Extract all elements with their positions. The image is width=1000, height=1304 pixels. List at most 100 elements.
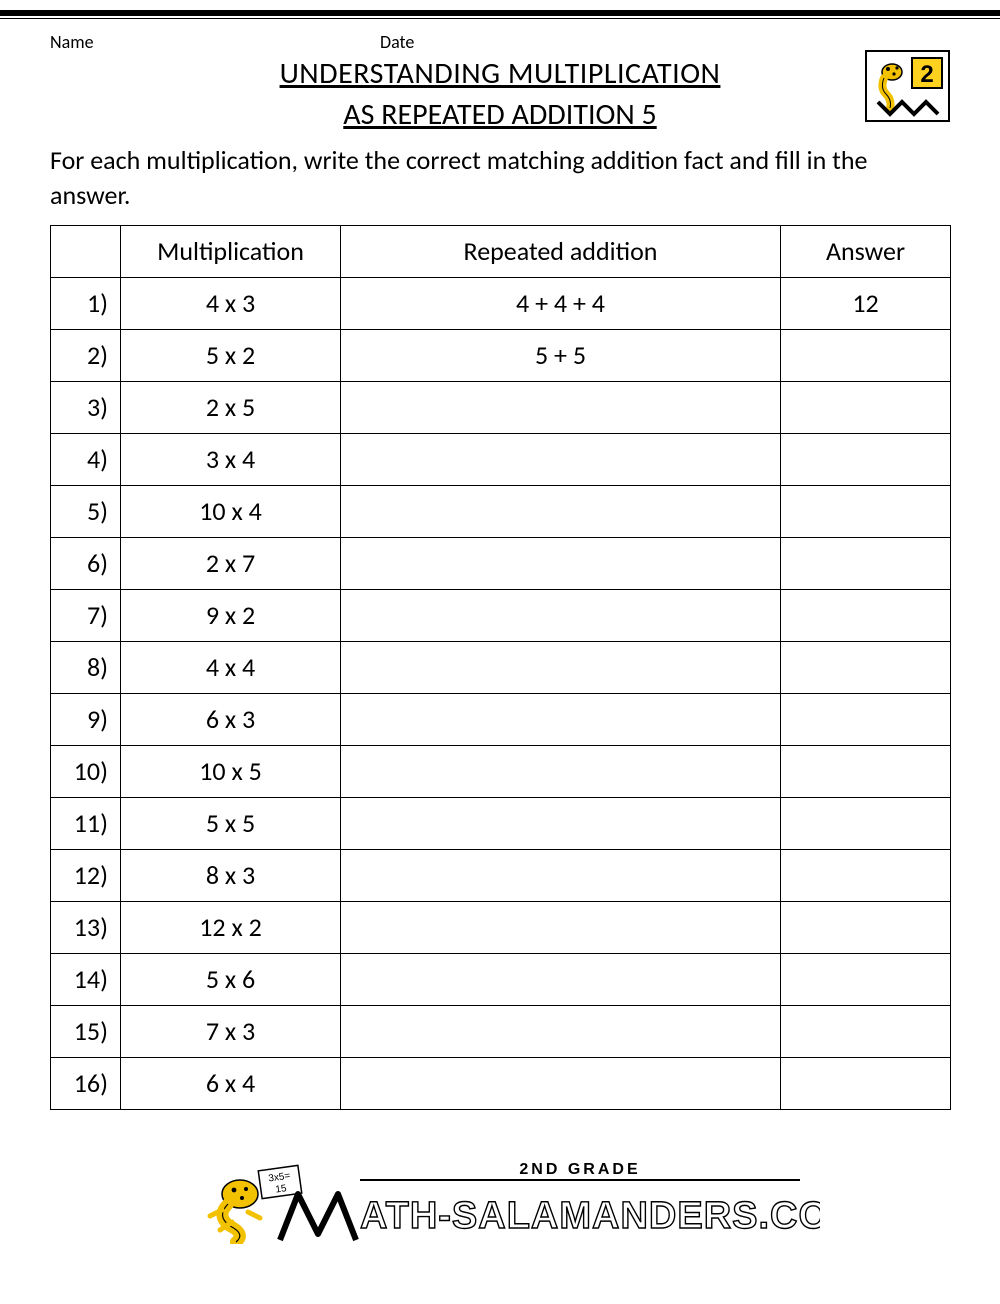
row-number: 15) bbox=[51, 1006, 121, 1058]
answer-cell[interactable] bbox=[781, 798, 951, 850]
footer-site-text: ATH-SALAMANDERS.COM bbox=[360, 1195, 820, 1237]
table-row: 1)4 x 34 + 4 + 412 bbox=[51, 278, 951, 330]
table-row: 11)5 x 5 bbox=[51, 798, 951, 850]
date-label: Date bbox=[380, 31, 414, 53]
col-header-repeated-addition: Repeated addition bbox=[341, 226, 781, 278]
row-number: 7) bbox=[51, 590, 121, 642]
table-row: 14)5 x 6 bbox=[51, 954, 951, 1006]
footer-logo: 2ND GRADE 3x5= 15 ATH-SALAMANDERS.COM bbox=[0, 1154, 1000, 1244]
multiplication-cell: 5 x 5 bbox=[121, 798, 341, 850]
col-header-multiplication: Multiplication bbox=[121, 226, 341, 278]
table-row: 7)9 x 2 bbox=[51, 590, 951, 642]
header-row: Name Date bbox=[0, 27, 1000, 53]
multiplication-cell: 6 x 3 bbox=[121, 694, 341, 746]
row-number: 6) bbox=[51, 538, 121, 590]
multiplication-cell: 5 x 2 bbox=[121, 330, 341, 382]
repeated-addition-cell[interactable] bbox=[341, 1006, 781, 1058]
answer-cell[interactable] bbox=[781, 902, 951, 954]
table-row: 12)8 x 3 bbox=[51, 850, 951, 902]
row-number: 5) bbox=[51, 486, 121, 538]
answer-cell[interactable] bbox=[781, 746, 951, 798]
repeated-addition-cell[interactable] bbox=[341, 538, 781, 590]
grade-badge: 2 bbox=[865, 50, 950, 122]
multiplication-cell: 10 x 4 bbox=[121, 486, 341, 538]
table-row: 8)4 x 4 bbox=[51, 642, 951, 694]
repeated-addition-cell[interactable] bbox=[341, 746, 781, 798]
answer-cell[interactable] bbox=[781, 642, 951, 694]
svg-text:2: 2 bbox=[920, 61, 933, 88]
multiplication-cell: 4 x 4 bbox=[121, 642, 341, 694]
row-number: 9) bbox=[51, 694, 121, 746]
table-body: 1)4 x 34 + 4 + 4122)5 x 25 + 53)2 x 54)3… bbox=[51, 278, 951, 1110]
row-number: 13) bbox=[51, 902, 121, 954]
row-number: 11) bbox=[51, 798, 121, 850]
svg-text:15: 15 bbox=[275, 1183, 288, 1196]
answer-cell[interactable] bbox=[781, 954, 951, 1006]
repeated-addition-cell[interactable] bbox=[341, 954, 781, 1006]
answer-cell[interactable] bbox=[781, 1006, 951, 1058]
row-number: 10) bbox=[51, 746, 121, 798]
repeated-addition-cell[interactable] bbox=[341, 642, 781, 694]
multiplication-cell: 7 x 3 bbox=[121, 1006, 341, 1058]
row-number: 16) bbox=[51, 1058, 121, 1110]
instructions-text: For each multiplication, write the corre… bbox=[0, 133, 1000, 221]
repeated-addition-cell[interactable] bbox=[341, 486, 781, 538]
table-row: 2)5 x 25 + 5 bbox=[51, 330, 951, 382]
top-rule-thin bbox=[0, 18, 1000, 19]
row-number: 14) bbox=[51, 954, 121, 1006]
table-row: 16)6 x 4 bbox=[51, 1058, 951, 1110]
repeated-addition-cell[interactable] bbox=[341, 694, 781, 746]
answer-cell[interactable]: 12 bbox=[781, 278, 951, 330]
repeated-addition-cell[interactable] bbox=[341, 382, 781, 434]
row-number: 1) bbox=[51, 278, 121, 330]
row-number: 3) bbox=[51, 382, 121, 434]
repeated-addition-cell[interactable] bbox=[341, 850, 781, 902]
footer-grade-text: 2ND GRADE bbox=[519, 1161, 640, 1178]
row-number: 2) bbox=[51, 330, 121, 382]
table-row: 4)3 x 4 bbox=[51, 434, 951, 486]
multiplication-cell: 10 x 5 bbox=[121, 746, 341, 798]
col-header-number bbox=[51, 226, 121, 278]
multiplication-cell: 12 x 2 bbox=[121, 902, 341, 954]
repeated-addition-cell[interactable] bbox=[341, 1058, 781, 1110]
col-header-answer: Answer bbox=[781, 226, 951, 278]
answer-cell[interactable] bbox=[781, 330, 951, 382]
multiplication-cell: 8 x 3 bbox=[121, 850, 341, 902]
answer-cell[interactable] bbox=[781, 590, 951, 642]
multiplication-cell: 5 x 6 bbox=[121, 954, 341, 1006]
answer-cell[interactable] bbox=[781, 486, 951, 538]
multiplication-cell: 6 x 4 bbox=[121, 1058, 341, 1110]
table-row: 5)10 x 4 bbox=[51, 486, 951, 538]
repeated-addition-cell[interactable]: 4 + 4 + 4 bbox=[341, 278, 781, 330]
multiplication-cell: 2 x 7 bbox=[121, 538, 341, 590]
title-line-2: AS REPEATED ADDITION 5 bbox=[0, 96, 1000, 133]
multiplication-cell: 3 x 4 bbox=[121, 434, 341, 486]
math-salamanders-logo-icon: 2ND GRADE 3x5= 15 ATH-SALAMANDERS.COM bbox=[180, 1154, 820, 1244]
repeated-addition-cell[interactable] bbox=[341, 434, 781, 486]
multiplication-cell: 2 x 5 bbox=[121, 382, 341, 434]
answer-cell[interactable] bbox=[781, 694, 951, 746]
table-row: 3)2 x 5 bbox=[51, 382, 951, 434]
table-row: 10)10 x 5 bbox=[51, 746, 951, 798]
repeated-addition-cell[interactable] bbox=[341, 590, 781, 642]
answer-cell[interactable] bbox=[781, 538, 951, 590]
table-header-row: Multiplication Repeated addition Answer bbox=[51, 226, 951, 278]
multiplication-cell: 4 x 3 bbox=[121, 278, 341, 330]
table-row: 15)7 x 3 bbox=[51, 1006, 951, 1058]
answer-cell[interactable] bbox=[781, 850, 951, 902]
worksheet-table: Multiplication Repeated addition Answer … bbox=[50, 225, 951, 1110]
table-row: 13)12 x 2 bbox=[51, 902, 951, 954]
row-number: 4) bbox=[51, 434, 121, 486]
answer-cell[interactable] bbox=[781, 1058, 951, 1110]
repeated-addition-cell[interactable] bbox=[341, 902, 781, 954]
top-rule-thick bbox=[0, 10, 1000, 16]
repeated-addition-cell[interactable]: 5 + 5 bbox=[341, 330, 781, 382]
answer-cell[interactable] bbox=[781, 382, 951, 434]
table-row: 6)2 x 7 bbox=[51, 538, 951, 590]
table-row: 9)6 x 3 bbox=[51, 694, 951, 746]
title-line-1: UNDERSTANDING MULTIPLICATION bbox=[0, 55, 1000, 92]
repeated-addition-cell[interactable] bbox=[341, 798, 781, 850]
multiplication-cell: 9 x 2 bbox=[121, 590, 341, 642]
salamander-badge-icon: 2 bbox=[870, 54, 946, 118]
answer-cell[interactable] bbox=[781, 434, 951, 486]
